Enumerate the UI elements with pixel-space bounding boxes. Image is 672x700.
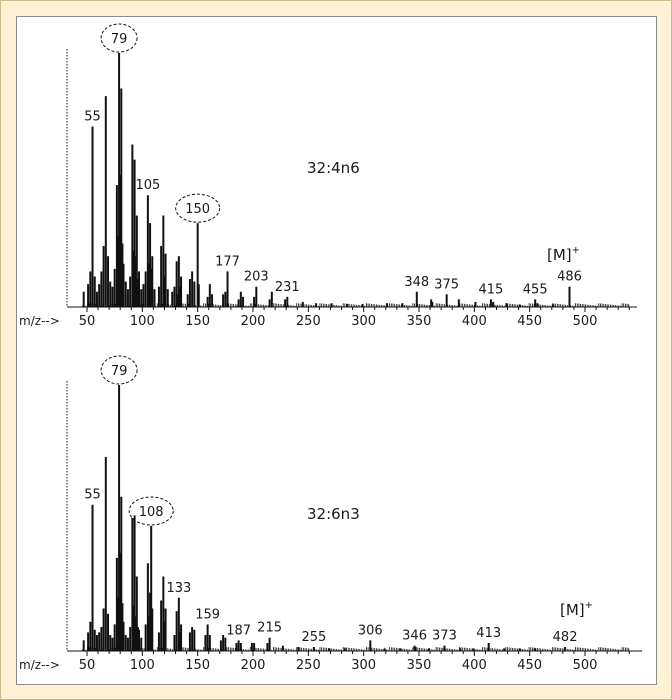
circled-peak-marker [100, 23, 138, 53]
x-tick-label: 100 [130, 658, 155, 673]
x-tick-label: 50 [79, 658, 96, 673]
peak-label: 177 [215, 254, 240, 269]
peak-label: 375 [434, 277, 459, 292]
peak-label: 482 [553, 630, 578, 645]
peak-label: 150 [185, 202, 210, 217]
peak-label: 255 [301, 630, 326, 645]
peak-label: 105 [135, 178, 160, 193]
peak-label: 373 [432, 629, 457, 644]
peak-label: 55 [84, 110, 101, 125]
x-tick-label: 400 [462, 314, 487, 329]
x-axis-label: m/z--> [19, 658, 60, 672]
circled-peak-marker [175, 193, 221, 223]
x-tick-label: 450 [517, 314, 542, 329]
molecular-ion-label: [M]+ [547, 245, 580, 264]
peak-label: 415 [479, 282, 504, 297]
peak-label: 108 [139, 505, 164, 520]
spectrum-title: 32:4n6 [307, 159, 360, 177]
x-tick-label: 100 [130, 314, 155, 329]
peak-label: 187 [226, 623, 251, 638]
spectrum-title: 32:6n3 [307, 505, 360, 523]
molecular-ion-charge: + [572, 245, 580, 256]
peak-label: 413 [476, 626, 501, 641]
peak-label: 79 [111, 32, 128, 47]
molecular-ion-charge: + [585, 600, 593, 611]
x-tick-label: 150 [185, 658, 210, 673]
peak-label: 215 [257, 621, 282, 636]
spectra-panel: 50 100 150 200 250 300 350 400 450 500 m/z--> 55 79 1… [16, 16, 657, 685]
circled-peak-marker [100, 355, 138, 385]
x-tick-label: 350 [407, 314, 432, 329]
peak-label: 486 [557, 270, 582, 285]
peak-label: 203 [244, 270, 269, 285]
x-tick-label: 250 [296, 658, 321, 673]
circled-peak-marker [128, 496, 174, 526]
x-tick-label: 500 [573, 658, 598, 673]
x-axis-label: m/z--> [19, 314, 60, 328]
x-tick-label: 200 [241, 314, 266, 329]
peak-label: 159 [195, 607, 220, 622]
peak-label: 79 [111, 364, 128, 379]
x-tick-label: 500 [573, 314, 598, 329]
peak-label: 348 [404, 275, 429, 290]
peak-label: 455 [523, 282, 548, 297]
x-tick-label: 400 [462, 658, 487, 673]
peak-label: 231 [275, 280, 300, 295]
x-tick-label: 300 [351, 658, 376, 673]
mass-spectra-chart: 50 100 150 200 250 300 350 400 450 500 m/z--> 55 79 1… [19, 23, 642, 673]
x-tick-label: 200 [241, 658, 266, 673]
x-tick-label: 350 [407, 658, 432, 673]
x-tick-label: 50 [79, 314, 96, 329]
spectrum-32-4n6: 50 100 150 200 250 300 350 400 450 500 m/z--> 55 79 1… [19, 23, 637, 329]
peak-label: 133 [166, 581, 191, 596]
x-tick-label: 300 [351, 314, 376, 329]
peak-label: 346 [402, 629, 427, 644]
x-tick-label: 450 [517, 658, 542, 673]
molecular-ion-label: [M]+ [560, 600, 593, 619]
spectrum-32-6n3: 50 100 150 200 250 300 350 400 450 500 m/z--> 55 79 1… [19, 355, 642, 673]
x-tick-label: 250 [296, 314, 321, 329]
peak-label: 306 [358, 623, 383, 638]
peak-label: 55 [84, 488, 101, 503]
x-tick-label: 150 [185, 314, 210, 329]
